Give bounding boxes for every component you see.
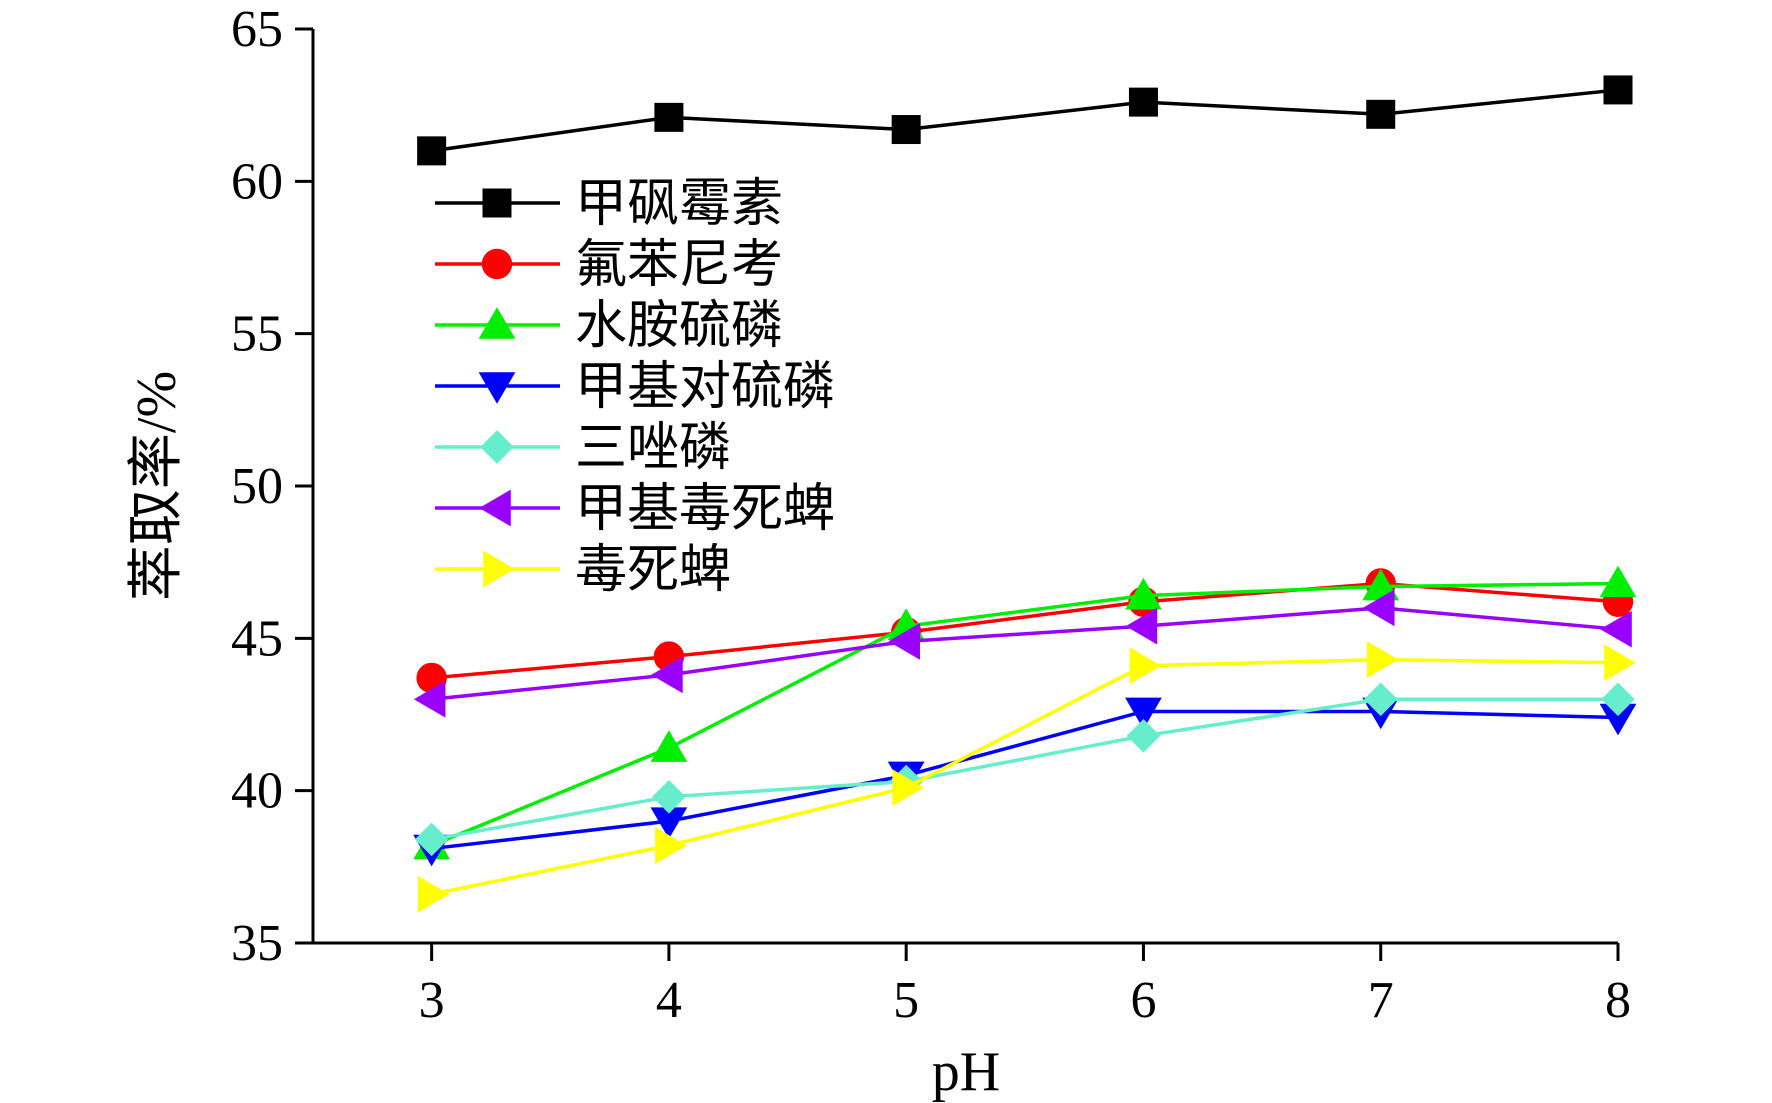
series-line bbox=[431, 697, 1618, 842]
marker-diamond bbox=[652, 779, 686, 814]
marker-square bbox=[482, 188, 512, 218]
legend-item: 甲基毒死蜱 bbox=[435, 479, 835, 539]
marker-triangle-right bbox=[483, 550, 515, 588]
series-line bbox=[431, 657, 1619, 896]
marker-diamond bbox=[1601, 682, 1635, 717]
x-axis-title: pH bbox=[932, 1041, 1000, 1103]
legend-label: 甲基毒死蜱 bbox=[575, 479, 835, 539]
legend-item: 甲基对硫磷 bbox=[435, 357, 835, 417]
marker-triangle-left bbox=[1600, 610, 1632, 648]
series-line bbox=[431, 88, 1619, 153]
x-tick-label: 8 bbox=[1605, 972, 1631, 1029]
marker-triangle-up bbox=[1599, 565, 1637, 598]
marker-square bbox=[1128, 87, 1158, 117]
series-6 bbox=[413, 589, 1632, 718]
marker-triangle-right bbox=[417, 875, 450, 913]
x-tick-label: 5 bbox=[893, 972, 919, 1029]
marker-triangle-right bbox=[655, 827, 687, 864]
marker-diamond bbox=[1126, 719, 1161, 753]
legend-item: 三唑磷 bbox=[435, 418, 731, 478]
marker-triangle-left bbox=[1362, 589, 1395, 627]
marker-square bbox=[654, 102, 684, 132]
marker-triangle-up bbox=[1125, 577, 1162, 610]
legend-label: 氟苯尼考 bbox=[575, 235, 783, 295]
series-4 bbox=[413, 697, 1637, 867]
x-tick-label: 6 bbox=[1130, 972, 1156, 1029]
marker-triangle-left bbox=[479, 489, 511, 527]
marker-square bbox=[1603, 75, 1633, 105]
marker-triangle-right bbox=[892, 769, 924, 806]
marker-triangle-right bbox=[1366, 641, 1399, 679]
series-1 bbox=[417, 75, 1633, 166]
marker-circle bbox=[481, 248, 513, 280]
legend-item: 毒死蜱 bbox=[435, 540, 731, 600]
marker-triangle-left bbox=[413, 680, 446, 718]
marker-triangle-down bbox=[1125, 697, 1162, 730]
marker-triangle-up bbox=[478, 307, 516, 339]
legend-label: 甲基对硫磷 bbox=[575, 357, 835, 417]
series-layer bbox=[413, 75, 1637, 913]
legend-item: 甲砜霉素 bbox=[435, 174, 783, 234]
legend-label: 毒死蜱 bbox=[575, 540, 731, 600]
marker-triangle-left bbox=[651, 656, 683, 694]
legend-item: 水胺硫磷 bbox=[435, 296, 783, 356]
marker-square bbox=[1366, 99, 1396, 129]
marker-square bbox=[417, 136, 447, 166]
x-tick-label: 4 bbox=[656, 972, 682, 1029]
x-tick-label: 7 bbox=[1368, 972, 1394, 1029]
y-tick-label: 65 bbox=[231, 1, 283, 58]
legend-label: 甲砜霉素 bbox=[575, 174, 783, 234]
legend-item: 氟苯尼考 bbox=[435, 235, 783, 295]
y-tick-label: 55 bbox=[231, 306, 283, 363]
marker-diamond bbox=[414, 822, 449, 857]
marker-diamond bbox=[480, 430, 514, 464]
legend-label: 三唑磷 bbox=[575, 418, 731, 478]
y-tick-label: 40 bbox=[231, 763, 283, 820]
y-tick-label: 35 bbox=[231, 915, 283, 972]
legend-label: 水胺硫磷 bbox=[575, 296, 783, 356]
marker-triangle-left bbox=[1125, 607, 1158, 645]
series-5 bbox=[414, 682, 1635, 857]
marker-triangle-left bbox=[888, 623, 920, 660]
marker-triangle-up bbox=[650, 730, 688, 762]
series-line bbox=[431, 709, 1619, 851]
series-line bbox=[430, 581, 1619, 848]
marker-triangle-right bbox=[1129, 647, 1162, 685]
marker-diamond bbox=[1363, 682, 1398, 717]
series-7 bbox=[417, 641, 1636, 913]
marker-triangle-down bbox=[478, 372, 516, 404]
y-axis-title: 萃取率/% bbox=[126, 371, 188, 601]
marker-triangle-right bbox=[1604, 644, 1636, 682]
series-line bbox=[431, 606, 1619, 702]
x-tick-label: 3 bbox=[419, 972, 445, 1029]
y-tick-label: 45 bbox=[231, 610, 283, 667]
y-tick-label: 50 bbox=[231, 458, 283, 515]
marker-square bbox=[891, 115, 921, 145]
y-tick-label: 60 bbox=[231, 153, 283, 210]
